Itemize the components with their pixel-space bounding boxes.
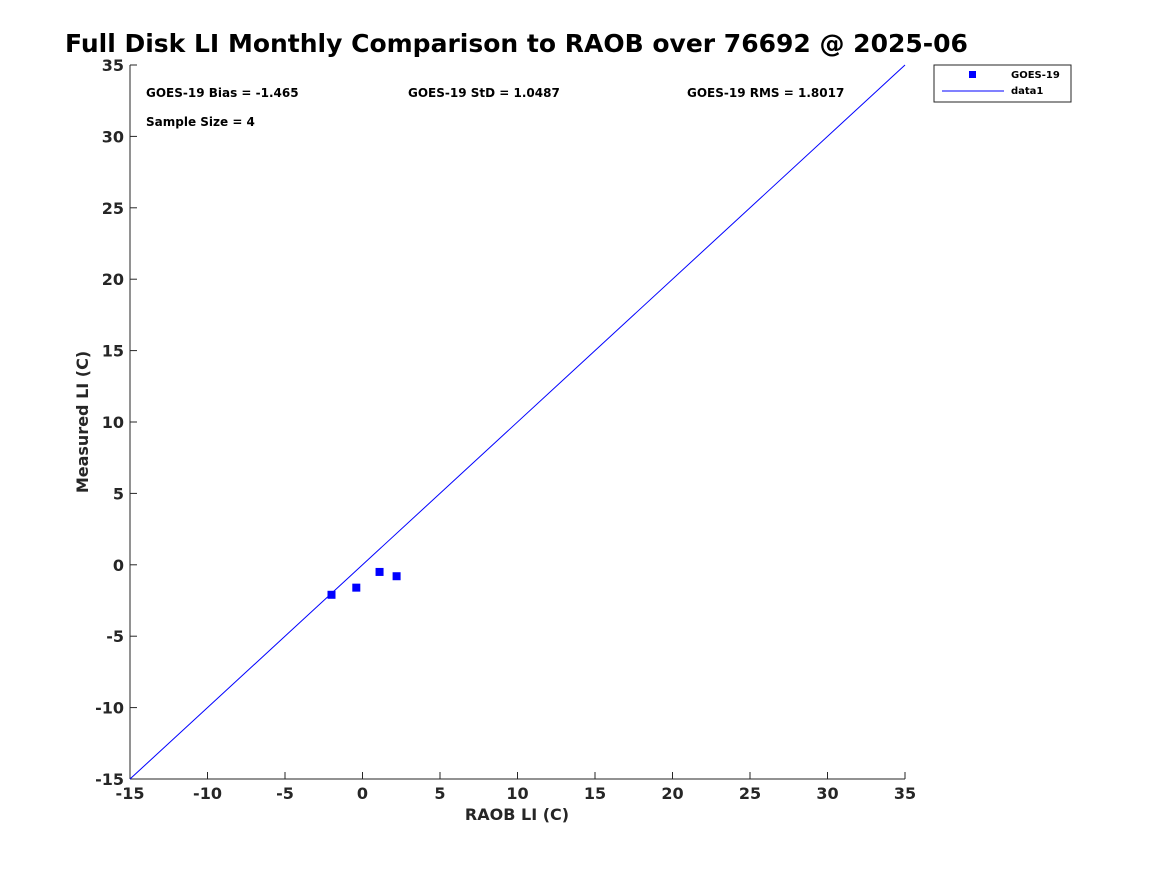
- y-axis-ticks: -15 -10 -5 0 5 10 15 20 25 30 35: [95, 56, 137, 789]
- y-tick-label: 30: [102, 127, 124, 146]
- data-point: [375, 567, 384, 576]
- bias-annotation: GOES-19 Bias = -1.465: [146, 86, 299, 100]
- sample-size-annotation: Sample Size = 4: [146, 115, 255, 129]
- x-tick-label: 20: [661, 784, 683, 803]
- x-tick-label: -10: [193, 784, 222, 803]
- data-point: [327, 590, 336, 599]
- y-tick-label: 5: [113, 484, 124, 503]
- rms-annotation: GOES-19 RMS = 1.8017: [687, 86, 844, 100]
- x-axis-ticks: -15 -10 -5 0 5 10 15 20 25 30 35: [116, 772, 916, 803]
- x-tick-label: 10: [506, 784, 528, 803]
- data-point: [392, 572, 401, 581]
- legend-marker-goes19: [969, 71, 976, 78]
- x-tick-label: 5: [434, 784, 445, 803]
- legend-label-data1: data1: [1011, 86, 1043, 97]
- legend: GOES-19 data1: [933, 64, 1072, 103]
- x-tick-label: 15: [584, 784, 606, 803]
- legend-label-goes19: GOES-19: [1011, 70, 1060, 81]
- x-tick-label: -15: [116, 784, 145, 803]
- legend-box: [933, 64, 1072, 103]
- x-tick-label: 30: [816, 784, 838, 803]
- x-tick-label: 35: [894, 784, 916, 803]
- y-tick-label: -10: [95, 699, 124, 718]
- series-layer: [129, 64, 906, 780]
- y-tick-label: 20: [102, 270, 124, 289]
- x-axis-label: RAOB LI (C): [465, 805, 569, 824]
- x-tick-label: 0: [357, 784, 368, 803]
- y-tick-label: 15: [102, 342, 124, 361]
- y-tick-label: 35: [102, 56, 124, 75]
- x-tick-label: 25: [739, 784, 761, 803]
- y-tick-label: -5: [106, 627, 124, 646]
- y-tick-label: 25: [102, 199, 124, 218]
- y-tick-label: 0: [113, 556, 124, 575]
- x-tick-label: -5: [276, 784, 294, 803]
- y-tick-label: 10: [102, 413, 124, 432]
- y-axis-label: Measured LI (C): [73, 351, 92, 493]
- data-point: [352, 583, 361, 592]
- chart-title: Full Disk LI Monthly Comparison to RAOB …: [65, 29, 968, 58]
- series-line-data1: [129, 64, 906, 780]
- std-annotation: GOES-19 StD = 1.0487: [408, 86, 560, 100]
- y-tick-label: -15: [95, 770, 124, 789]
